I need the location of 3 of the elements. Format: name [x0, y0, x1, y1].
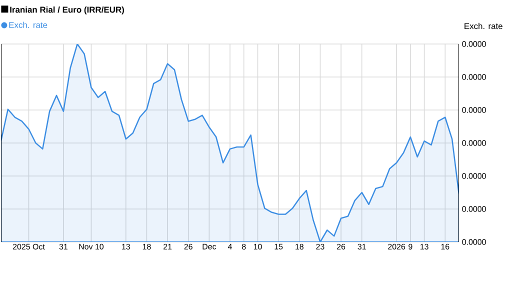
legend-label: Exch. rate [9, 22, 48, 28]
chart-title: Iranian Rial / Euro (IRR/EUR) [10, 6, 124, 14]
y-axis-title: Exch. rate [464, 22, 502, 30]
